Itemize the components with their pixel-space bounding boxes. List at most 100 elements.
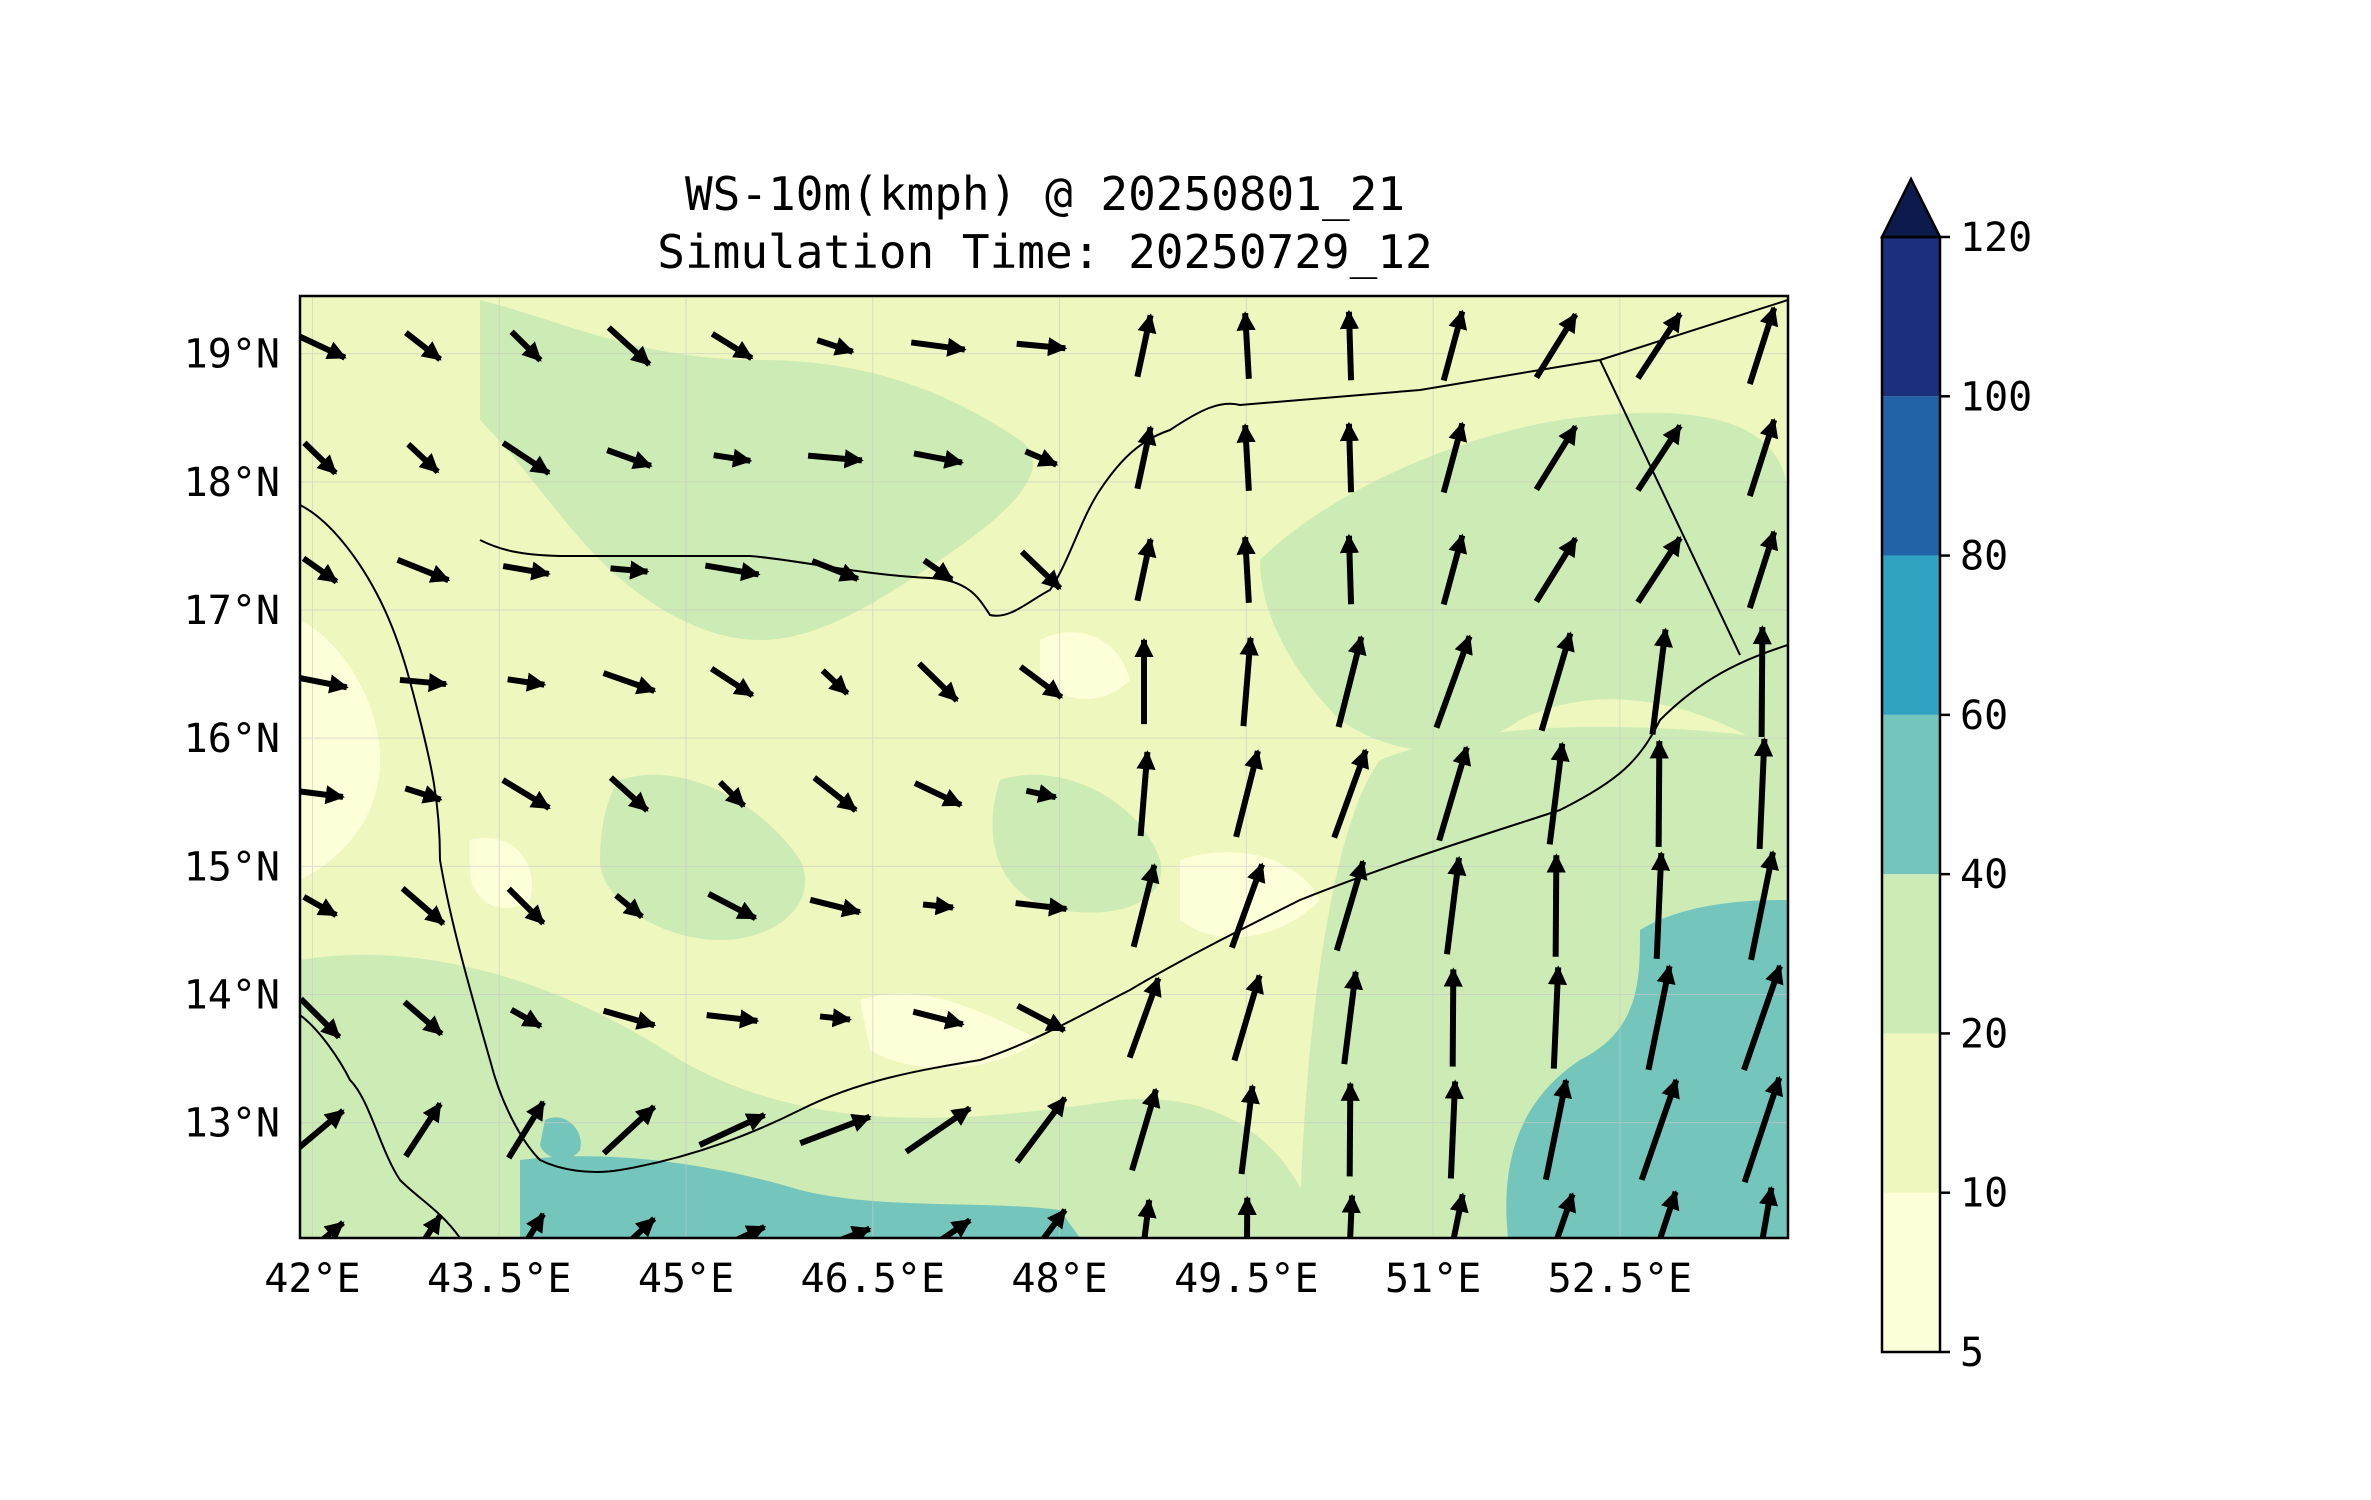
wind-arrow-18 [606,447,653,470]
wind-arrow-133 [1657,1190,1680,1238]
wind-arrow-119 [1741,1075,1783,1184]
wind-arrow-121 [422,1214,443,1238]
wind-arrow-30 [301,555,339,585]
wind-arrow-102 [1547,965,1568,1069]
map-frame [298,294,1790,1240]
wind-arrow-62 [501,777,551,811]
wind-arrow-44 [1746,530,1779,610]
map-title-line2: Simulation Time: 20250729_12 [657,225,1432,279]
wind-arrow-68 [1136,750,1156,837]
wind-arrow-65 [812,775,858,813]
wind-arrow-128 [1137,1198,1157,1238]
lon-tick-label-4: 48°E [1011,1256,1107,1302]
wind-arrow-69 [1233,749,1263,838]
colorbar-label-7: 120 [1960,215,2032,261]
wind-arrow-107 [506,1100,546,1160]
colorbar-label-6: 100 [1960,374,2032,420]
wind-arrow-131 [1449,1192,1469,1238]
colorbar-segment-3 [1882,714,1940,875]
wind-arrow-9 [1236,311,1256,379]
wind-arrow-10 [1339,309,1360,381]
wind-arrow-41 [1440,533,1468,606]
wind-arrow-113 [1129,1087,1161,1172]
wind-arrow-46 [399,672,448,693]
lon-tick-label-6: 51°E [1385,1256,1481,1302]
lat-tick-label-1: 18°N [184,460,280,506]
wind-arrow-19 [713,448,753,468]
wind-arrow-110 [799,1113,872,1147]
wind-arrow-92 [509,1007,543,1029]
wind-arrow-79 [707,891,758,921]
colorbar-segment-4 [1882,555,1940,715]
wind-arrow-134 [1759,1185,1778,1238]
wind-arrow-117 [1542,1078,1573,1181]
colorbar-segment-5 [1882,396,1940,556]
wind-vector-field [300,306,1784,1238]
wind-arrow-25 [1339,421,1360,493]
lat-tick-label-4: 15°N [184,844,280,890]
wind-arrow-105 [300,1108,345,1151]
wind-arrow-101 [1443,967,1463,1067]
wind-arrow-98 [1126,976,1162,1059]
colorbar-label-0: 5 [1960,1330,1984,1376]
wind-arrow-95 [819,1008,852,1028]
wind-arrow-72 [1546,741,1570,845]
wind-arrow-13 [1635,312,1683,380]
wind-arrow-8 [1134,313,1157,378]
wind-arrow-71 [1436,745,1472,842]
lat-tick-label-2: 17°N [184,588,280,634]
yemen-oman-border [1599,359,1741,656]
wind-arrow-60 [300,785,345,805]
wind-arrow-100 [1341,970,1364,1065]
red-sea-coastline [300,504,621,1173]
wind-arrow-55 [1335,635,1367,728]
wind-arrow-33 [610,560,650,580]
wind-arrow-76 [400,886,446,926]
wind-arrow-84 [1229,862,1266,949]
wind-arrow-12 [1533,312,1579,380]
coastlines-and-borders [300,299,1788,1238]
wind-arrow-26 [1440,421,1468,494]
wind-arrow-82 [1015,897,1069,917]
wind-arrow-45 [300,674,349,694]
wind-arrow-67 [1025,784,1058,803]
wind-arrow-91 [402,999,444,1037]
african-horn-coast [300,1014,461,1238]
wind-arrow-32 [502,561,551,581]
wind-arrow-122 [524,1212,546,1238]
colorbar-label-3: 40 [1960,852,2008,898]
wind-arrow-35 [811,558,860,582]
wind-arrow-123 [628,1216,657,1238]
wind-arrow-99 [1231,973,1264,1062]
wind-arrow-70 [1331,748,1369,839]
wind-arrow-2 [509,329,543,363]
wind-arrow-31 [396,557,451,583]
wind-arrow-24 [1236,423,1256,491]
wind-arrow-74 [1754,737,1774,850]
colorbar-segment-6 [1882,237,1940,397]
wind-arrow-4 [710,331,754,361]
wind-arrow-28 [1635,424,1683,492]
wind-arrow-22 [1024,448,1059,468]
colorbar-segment-2 [1882,874,1940,1034]
wind-arrow-118 [1638,1078,1680,1181]
wind-arrow-116 [1444,1079,1464,1179]
wind-arrow-63 [608,775,650,813]
wind-arrow-7 [1016,337,1068,357]
wind-arrow-103 [1645,964,1676,1071]
lon-tick-label-0: 42°E [264,1256,360,1302]
colorbar-extend-arrow [1879,176,1943,239]
wind-arrow-106 [403,1102,443,1158]
colorbar-segment-1 [1882,1033,1940,1193]
lon-tick-label-5: 49.5°E [1174,1256,1319,1302]
longitude-tick-labels: 42°E 43.5°E 45°E 46.5°E 48°E 49.5°E 51°E 52.5°E [264,1256,1692,1302]
wind-arrow-126 [938,1217,972,1238]
map-title-line1: WS-10m(kmph) @ 20250801_21 [685,167,1405,221]
wind-arrow-38 [1134,537,1157,602]
wind-arrow-3 [606,325,652,367]
wind-arrow-80 [809,896,862,918]
colorbar-label-2: 20 [1960,1011,2008,1057]
wind-arrow-90 [300,996,342,1040]
wind-arrow-37 [1019,549,1063,591]
wind-arrow-0 [300,333,347,361]
